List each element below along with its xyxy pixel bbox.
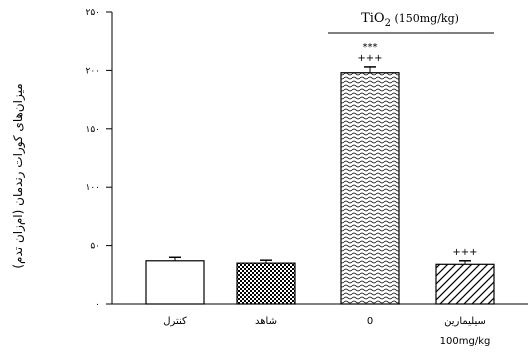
x-tick-label: سیلیمارین: [444, 316, 486, 327]
bar: [340, 72, 400, 305]
y-ticks: ۰ ۵۰ ۱۰۰ ۱۵۰ ۲۰۰ ۲۵۰: [85, 8, 112, 310]
y-tick: ۱۰۰: [85, 183, 112, 193]
y-tick: ۱۵۰: [85, 125, 112, 135]
x-tick-label: 0: [367, 316, 373, 327]
group-label-sub: 2: [385, 18, 391, 29]
x-tick-label: شاهد: [255, 316, 277, 327]
x-tick-sublabel: 100mg/kg: [440, 336, 491, 347]
y-tick-label: ۲۵۰: [85, 8, 100, 18]
bar-annotation: +++: [452, 247, 477, 258]
group-label: TiO2 (150mg/kg): [361, 11, 459, 29]
bar-annotation: ***: [363, 42, 378, 53]
group-label-main: TiO: [361, 11, 385, 26]
y-tick-label: ۱۰۰: [85, 183, 100, 193]
y-tick: ۲۰۰: [85, 66, 112, 76]
y-tick: ۵۰: [90, 242, 112, 252]
bars-group: ***++++++: [145, 42, 495, 305]
bar: [145, 260, 205, 305]
bar-annotation: +++: [357, 53, 382, 64]
bar: [236, 262, 296, 305]
y-tick-label: ۱۵۰: [85, 125, 100, 135]
x-tick-label: کنترل: [163, 316, 187, 327]
y-tick-label: ۰: [95, 300, 100, 310]
y-tick: ۲۵۰: [85, 8, 112, 18]
group-label-rest: (150mg/kg): [391, 12, 459, 25]
bar: [435, 263, 495, 305]
y-tick: ۰: [95, 300, 112, 310]
y-tick-label: ۲۰۰: [85, 66, 100, 76]
y-tick-label: ۵۰: [90, 242, 100, 252]
y-axis-label: میزان‌های کورات رندمان (ام‌زان تدم): [11, 83, 26, 268]
x-labels-group: کنترل شاهد 0 سیلیمارین 100mg/kg: [163, 316, 490, 347]
